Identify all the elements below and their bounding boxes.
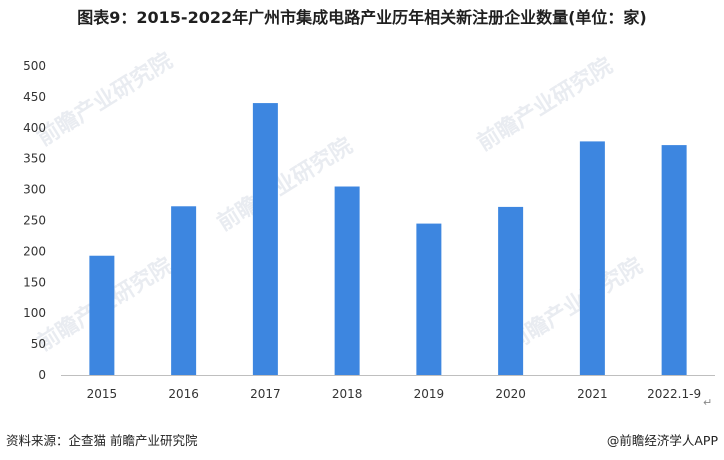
y-tick-label: 350 <box>23 152 46 166</box>
bar <box>334 186 360 375</box>
x-tick-label: 2020 <box>495 387 526 401</box>
bar <box>171 206 197 375</box>
bar <box>416 223 442 375</box>
y-tick-label: 250 <box>23 214 46 228</box>
y-tick-label: 500 <box>23 59 46 73</box>
bar <box>89 255 115 375</box>
x-tick-label: 2018 <box>332 387 363 401</box>
bar <box>252 103 278 375</box>
x-tick-label: 2017 <box>250 387 281 401</box>
y-tick-label: 150 <box>23 275 46 289</box>
y-tick-label: 0 <box>38 368 46 382</box>
x-tick-label: 2016 <box>168 387 199 401</box>
bar <box>579 141 605 375</box>
y-tick-label: 200 <box>23 244 46 258</box>
y-tick-label: 50 <box>31 337 46 351</box>
y-tick-label: 100 <box>23 306 46 320</box>
credit-note: @前瞻经济学人APP <box>606 433 718 448</box>
x-tick-label: 2022.1-9 <box>647 387 701 401</box>
bar <box>661 145 687 375</box>
chart-title: 图表9：2015-2022年广州市集成电路产业历年相关新注册企业数量(单位：家) <box>77 8 647 27</box>
y-tick-label: 400 <box>23 121 46 135</box>
x-tick-label: 2019 <box>414 387 445 401</box>
return-mark: ↵ <box>703 396 713 409</box>
x-tick-label: 2021 <box>577 387 608 401</box>
x-tick-label: 2015 <box>87 387 118 401</box>
y-tick-label: 450 <box>23 90 46 104</box>
bar <box>498 206 524 375</box>
source-note: 资料来源：企查猫 前瞻产业研究院 <box>6 433 198 448</box>
y-tick-label: 300 <box>23 183 46 197</box>
